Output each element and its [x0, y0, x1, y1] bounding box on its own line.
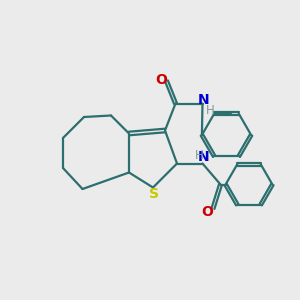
- Text: N: N: [197, 93, 209, 107]
- Text: N: N: [197, 150, 209, 164]
- Text: H: H: [206, 104, 214, 118]
- Text: H: H: [195, 148, 204, 162]
- Text: S: S: [149, 187, 160, 201]
- Text: O: O: [155, 73, 167, 86]
- Text: O: O: [202, 205, 214, 218]
